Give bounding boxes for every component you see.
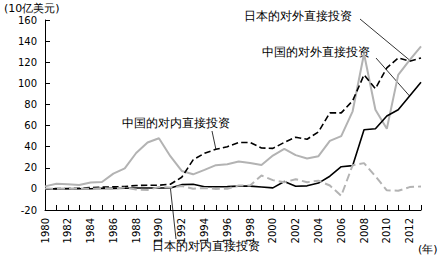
svg-text:1986: 1986: [108, 218, 119, 243]
svg-text:2008: 2008: [359, 218, 370, 243]
svg-text:60: 60: [24, 120, 37, 131]
svg-text:100: 100: [18, 78, 37, 89]
svg-text:1990: 1990: [153, 218, 164, 243]
svg-text:1988: 1988: [131, 218, 142, 243]
svg-text:日本的对内直接投资: 日本的对内直接投资: [152, 239, 260, 253]
svg-text:1994: 1994: [199, 218, 210, 243]
svg-text:-20: -20: [21, 205, 37, 216]
svg-text:2010: 2010: [381, 218, 392, 243]
svg-text:日本的对外直接投资: 日本的对外直接投资: [244, 9, 352, 23]
svg-text:1998: 1998: [245, 218, 256, 243]
svg-text:(年): (年): [418, 243, 438, 256]
svg-text:0: 0: [31, 183, 37, 194]
svg-text:中国的对外直接投资: 中国的对外直接投资: [262, 45, 370, 59]
svg-text:2002: 2002: [290, 218, 301, 243]
svg-text:140: 140: [18, 36, 37, 47]
svg-text:1984: 1984: [85, 218, 96, 243]
svg-text:1996: 1996: [222, 218, 233, 243]
svg-text:中国的对内直接投资: 中国的对内直接投资: [122, 116, 230, 130]
svg-text:160: 160: [18, 15, 37, 26]
svg-text:(10亿美元): (10亿美元): [4, 2, 60, 15]
svg-text:2006: 2006: [336, 218, 347, 243]
svg-text:80: 80: [24, 99, 37, 110]
svg-text:1992: 1992: [176, 218, 187, 243]
svg-text:1980: 1980: [40, 218, 51, 243]
svg-text:2012: 2012: [404, 218, 415, 243]
svg-text:2000: 2000: [267, 218, 278, 243]
svg-text:1982: 1982: [62, 218, 73, 243]
svg-text:2004: 2004: [313, 218, 324, 243]
svg-text:20: 20: [24, 162, 37, 173]
svg-text:120: 120: [18, 57, 37, 68]
svg-text:40: 40: [24, 141, 37, 152]
